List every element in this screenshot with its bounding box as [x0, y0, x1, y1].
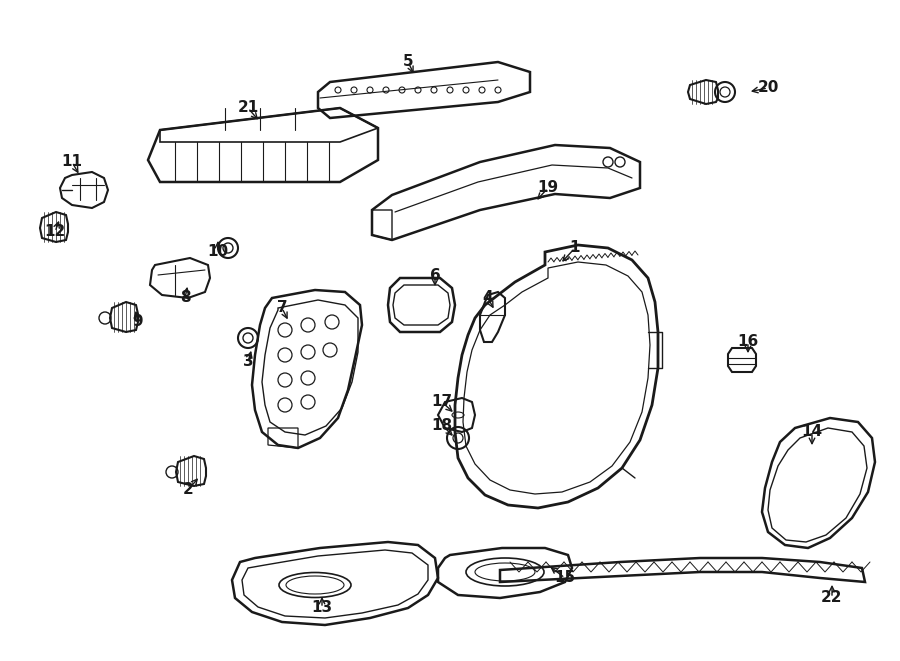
Text: 5: 5 — [402, 54, 413, 69]
Text: 9: 9 — [132, 315, 143, 329]
Text: 6: 6 — [429, 268, 440, 282]
Text: 2: 2 — [183, 483, 194, 498]
Text: 16: 16 — [737, 334, 759, 350]
Text: 20: 20 — [757, 81, 778, 95]
Text: 14: 14 — [801, 424, 823, 440]
Text: 19: 19 — [537, 180, 559, 196]
Text: 1: 1 — [570, 241, 580, 256]
Text: 18: 18 — [431, 418, 453, 432]
Text: 15: 15 — [554, 570, 576, 586]
Text: 17: 17 — [431, 395, 453, 410]
Text: 13: 13 — [311, 600, 333, 615]
Text: 3: 3 — [243, 354, 253, 369]
Text: 4: 4 — [482, 290, 493, 305]
Text: 11: 11 — [61, 155, 83, 169]
Text: 21: 21 — [238, 100, 258, 116]
Text: 12: 12 — [44, 225, 66, 239]
Text: 8: 8 — [180, 290, 190, 305]
Text: 7: 7 — [276, 301, 287, 315]
Text: 22: 22 — [821, 590, 842, 605]
Text: 10: 10 — [207, 245, 229, 260]
